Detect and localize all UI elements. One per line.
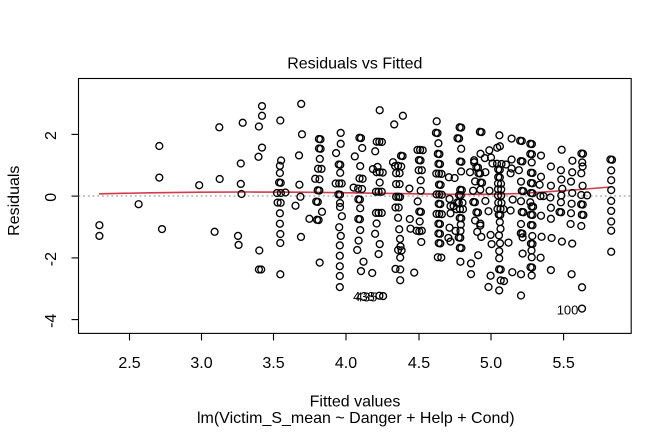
svg-text:2.5: 2.5 (118, 355, 140, 372)
svg-text:2: 2 (43, 131, 60, 140)
svg-text:Residuals vs Fitted: Residuals vs Fitted (287, 56, 422, 73)
svg-text:3.5: 3.5 (262, 355, 284, 372)
svg-text:4.0: 4.0 (335, 355, 357, 372)
svg-text:100: 100 (557, 303, 579, 318)
svg-text:435: 435 (356, 289, 378, 304)
svg-text:5.5: 5.5 (552, 355, 574, 372)
svg-text:lm(Victim_S_mean ~ Danger + He: lm(Victim_S_mean ~ Danger + Help + Cond) (197, 410, 515, 427)
svg-text:Residuals: Residuals (6, 166, 23, 236)
svg-text:0: 0 (43, 193, 60, 202)
svg-text:3.0: 3.0 (190, 355, 212, 372)
svg-text:4.5: 4.5 (408, 355, 430, 372)
svg-text:438: 438 (353, 289, 375, 304)
svg-text:Fitted values: Fitted values (310, 394, 401, 411)
svg-text:5.0: 5.0 (480, 355, 502, 372)
svg-text:-4: -4 (43, 314, 60, 328)
svg-text:-2: -2 (43, 252, 60, 266)
